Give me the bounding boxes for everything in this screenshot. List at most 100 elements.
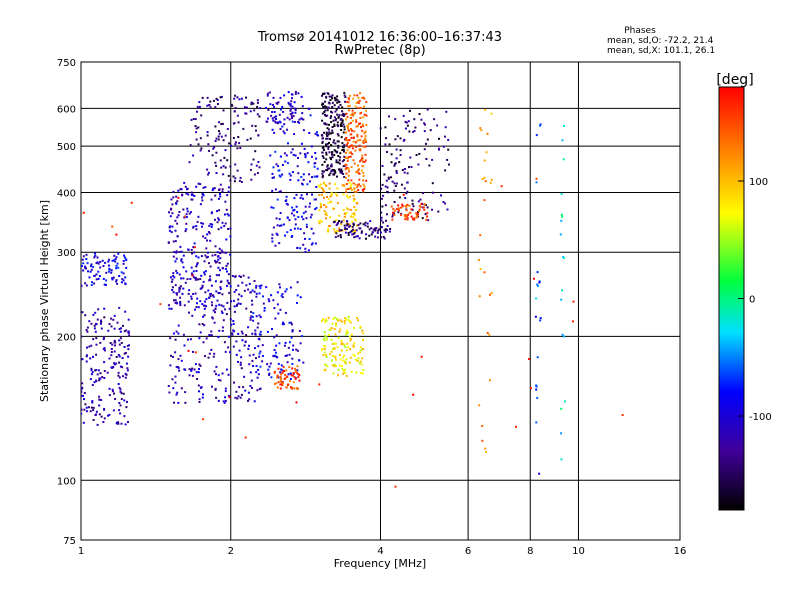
data-point: [222, 319, 225, 322]
data-point: [489, 181, 492, 184]
data-point: [120, 392, 123, 395]
data-point: [381, 226, 383, 229]
data-point: [374, 235, 377, 238]
data-point: [113, 339, 116, 342]
y-tick-label: 100: [57, 476, 76, 487]
data-point: [201, 192, 204, 195]
data-point: [398, 161, 401, 164]
data-point: [362, 339, 364, 342]
cluster-low-freq-F-bottom: [81, 252, 128, 287]
data-point: [415, 212, 418, 215]
data-point: [335, 232, 338, 235]
data-point: [197, 371, 200, 374]
data-point: [316, 131, 318, 134]
data-point: [190, 368, 193, 371]
data-point: [345, 224, 348, 227]
data-point: [355, 146, 358, 148]
data-point: [483, 271, 486, 274]
data-point: [311, 155, 313, 158]
data-point: [334, 333, 337, 336]
data-point: [334, 110, 337, 113]
data-point: [254, 347, 256, 350]
data-point: [344, 151, 347, 154]
data-point: [340, 349, 343, 352]
data-point: [351, 225, 354, 228]
data-point: [372, 228, 375, 231]
data-point: [337, 161, 340, 164]
data-point: [108, 323, 111, 325]
data-point: [110, 366, 113, 369]
data-point: [295, 370, 297, 373]
data-point: [214, 387, 217, 390]
data-point: [275, 382, 278, 385]
data-point: [190, 118, 193, 121]
data-point: [359, 117, 362, 119]
data-point: [237, 136, 240, 138]
data-point: [252, 102, 255, 105]
colorbar-tick-label: -100: [749, 412, 772, 423]
data-point: [87, 270, 89, 273]
data-point: [207, 231, 210, 233]
data-point: [314, 132, 317, 135]
data-point: [228, 307, 231, 310]
data-point: [107, 260, 110, 263]
data-point: [97, 262, 100, 265]
data-point: [108, 387, 111, 390]
data-point: [89, 270, 92, 273]
data-point: [298, 330, 301, 332]
data-point: [539, 319, 542, 322]
data-point: [93, 381, 96, 384]
data-point: [175, 393, 178, 396]
data-point: [124, 276, 127, 279]
data-point: [233, 381, 235, 384]
data-point: [349, 144, 352, 147]
data-point: [249, 168, 252, 171]
data-point: [331, 169, 334, 171]
data-point: [278, 224, 281, 227]
data-point: [172, 332, 175, 335]
data-point: [330, 338, 333, 341]
data-point: [244, 389, 247, 392]
data-point: [286, 375, 289, 378]
data-point: [256, 326, 259, 329]
data-point: [336, 101, 339, 104]
data-point: [298, 379, 301, 382]
data-point: [310, 145, 313, 148]
data-point: [200, 274, 203, 277]
data-point: [289, 372, 292, 375]
data-point: [343, 224, 346, 227]
data-point: [251, 289, 254, 292]
data-point: [357, 100, 360, 103]
data-point: [251, 124, 254, 127]
data-point: [303, 147, 306, 150]
data-point: [281, 125, 284, 128]
data-point: [195, 306, 198, 309]
data-point: [321, 102, 324, 105]
data-point: [278, 342, 281, 345]
data-point: [308, 238, 311, 240]
data-point: [437, 210, 440, 213]
data-point: [360, 363, 363, 366]
data-point: [358, 144, 361, 147]
data-point: [347, 168, 350, 170]
data-point: [99, 260, 102, 263]
data-point: [115, 422, 118, 425]
data-point: [84, 403, 87, 406]
data-point: [98, 379, 101, 382]
data-point: [298, 374, 301, 376]
data-point: [200, 386, 203, 389]
data-point: [561, 333, 564, 336]
data-point: [317, 220, 320, 223]
data-point: [363, 132, 366, 135]
data-point: [285, 369, 288, 372]
data-point: [223, 225, 226, 227]
data-point: [376, 231, 379, 234]
y-tick-label: 400: [57, 188, 76, 199]
data-point: [207, 143, 210, 146]
data-point: [221, 251, 224, 254]
data-point: [219, 96, 222, 99]
data-point: [340, 320, 343, 323]
data-point: [349, 116, 352, 119]
data-point: [289, 174, 292, 177]
data-point: [200, 255, 203, 258]
